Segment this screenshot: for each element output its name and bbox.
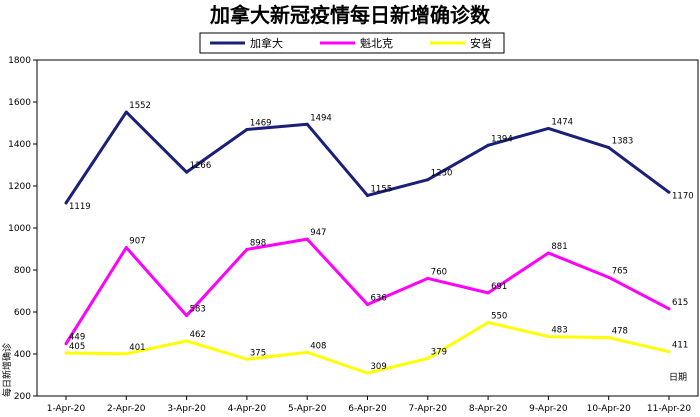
data-label: 411	[672, 341, 688, 351]
y-tick-label: 1000	[8, 224, 31, 234]
y-tick-label: 200	[14, 392, 31, 402]
data-point	[305, 350, 309, 354]
data-point	[607, 275, 611, 279]
data-point	[486, 291, 490, 295]
data-point	[546, 126, 550, 130]
plot-area: 200 400 600 800 1000 1200 1400 1600 1800 1-Apr-20…	[8, 56, 699, 414]
data-point	[64, 342, 68, 346]
data-label: 636	[371, 293, 387, 303]
data-point	[426, 178, 430, 182]
x-tick-label: 10-Apr-20	[587, 404, 631, 414]
data-label: 1552	[129, 101, 151, 111]
series-line	[64, 237, 670, 345]
data-label: 1230	[431, 169, 453, 179]
x-tick-label: 4-Apr-20	[228, 404, 267, 414]
data-point	[426, 276, 430, 280]
x-axis-label: 日期	[669, 372, 687, 383]
data-label: 760	[431, 267, 447, 277]
data-point	[546, 251, 550, 255]
data-label: 408	[310, 341, 326, 351]
data-label: 375	[250, 348, 266, 358]
data-label: 898	[250, 238, 266, 248]
data-label: 401	[129, 343, 145, 353]
x-tick-label: 5-Apr-20	[288, 404, 327, 414]
series-line	[65, 321, 670, 375]
data-label: 1494	[310, 113, 332, 123]
legend: 加拿大 魁北克 安省	[199, 32, 505, 54]
data-label: 1266	[190, 161, 212, 171]
y-tick-label: 600	[14, 308, 31, 318]
data-label: 478	[612, 327, 628, 337]
legend-label: 魁北克	[360, 36, 393, 50]
data-point	[64, 201, 68, 205]
data-label: 405	[69, 342, 85, 352]
data-label: 550	[491, 312, 507, 322]
x-tick-label: 11-Apr-20	[647, 404, 691, 414]
data-point	[305, 237, 309, 241]
data-point	[245, 357, 249, 361]
y-tick-label: 1800	[8, 56, 31, 66]
data-point	[185, 170, 189, 174]
data-point	[64, 351, 68, 355]
data-point	[124, 352, 128, 356]
data-label: 583	[190, 305, 206, 315]
data-point	[305, 122, 309, 126]
data-point	[607, 336, 611, 340]
data-point	[486, 143, 490, 147]
data-point	[245, 247, 249, 251]
data-label: 1170	[672, 191, 694, 201]
y-tick-label: 1200	[8, 182, 31, 192]
x-tick-label: 1-Apr-20	[47, 404, 86, 414]
x-tick-label: 7-Apr-20	[409, 404, 448, 414]
data-label: 1155	[371, 184, 393, 194]
data-point	[185, 314, 189, 318]
data-label: 1394	[491, 134, 513, 144]
data-label: 765	[612, 266, 628, 276]
data-label: 947	[310, 228, 326, 238]
data-label: 1469	[250, 119, 272, 129]
chart-title: 加拿大新冠疫情每日新增确诊数	[209, 3, 491, 27]
data-label: 483	[551, 326, 567, 336]
x-tick-label: 9-Apr-20	[529, 404, 568, 414]
x-tick-label: 8-Apr-20	[469, 404, 508, 414]
x-tick-label: 2-Apr-20	[107, 404, 146, 414]
data-point	[124, 246, 128, 250]
data-label: 449	[69, 333, 85, 343]
data-label: 1119	[69, 202, 91, 212]
data-label: 1383	[612, 137, 634, 147]
data-point	[667, 190, 671, 194]
data-label: 462	[190, 330, 206, 340]
data-point	[667, 350, 671, 354]
legend-label: 安省	[470, 36, 492, 50]
data-label: 615	[672, 298, 688, 308]
y-tick-label: 400	[14, 350, 31, 360]
x-tick-label: 6-Apr-20	[348, 404, 387, 414]
data-point	[486, 321, 490, 324]
data-label: 1474	[551, 117, 573, 127]
y-axis-label: 每日新增确诊	[1, 343, 13, 397]
data-label: 309	[371, 362, 387, 372]
y-tick-label: 1400	[8, 140, 31, 150]
data-point	[607, 146, 611, 150]
legend-label: 加拿大	[250, 36, 283, 50]
data-point	[366, 193, 369, 197]
y-tick-label: 1600	[8, 98, 31, 108]
series-line	[64, 110, 670, 204]
y-tick-label: 800	[14, 266, 31, 276]
data-point	[426, 356, 430, 360]
data-point	[366, 371, 369, 375]
data-point	[185, 339, 189, 343]
data-point	[667, 307, 671, 311]
data-point	[124, 110, 128, 114]
data-label: 379	[431, 347, 447, 357]
data-point	[546, 335, 550, 339]
x-tick-label: 3-Apr-20	[167, 404, 206, 414]
data-point	[366, 302, 369, 306]
data-point	[245, 128, 249, 132]
data-label: 907	[129, 237, 145, 247]
data-label: 881	[551, 242, 567, 252]
data-label: 691	[491, 282, 507, 292]
